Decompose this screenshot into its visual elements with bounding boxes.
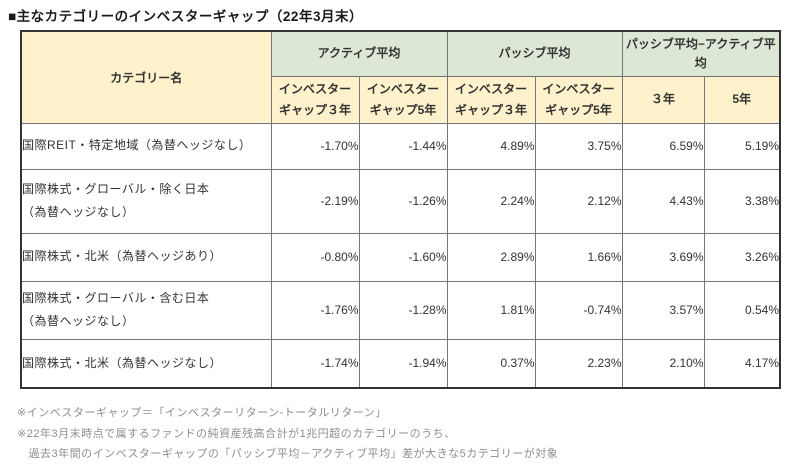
group-header-passive-average: パッシブ平均 (446, 30, 623, 77)
category-name-cell: 国際株式・北米（為替ヘッジあり） (20, 232, 272, 282)
category-name-cell: 国際株式・北米（為替ヘッジなし） (20, 338, 272, 389)
sub-header-diff-5y: 5年 (703, 75, 781, 124)
value-cell: 3.75% (534, 122, 623, 170)
sub-header-diff-3y: ３年 (621, 75, 705, 124)
sub-header-passive-gap-3y: インベスター ギャップ３年 (446, 75, 536, 124)
value-cell: -2.19% (270, 168, 360, 234)
value-cell: 6.59% (621, 122, 705, 170)
value-cell: -1.28% (358, 280, 448, 340)
group-header-passive-minus-active: パッシブ平均−アクティブ平均 (621, 30, 781, 77)
sub-header-passive-gap-5y: インベスター ギャップ5年 (534, 75, 623, 124)
footnote-line: ※インベスターギャップ＝「インベスターリターン-トータルリターン」 (17, 407, 387, 419)
value-cell: -1.94% (358, 338, 448, 389)
column-header-category: カテゴリー名 (20, 30, 272, 124)
value-cell: 3.26% (703, 232, 781, 282)
page-title: ■主なカテゴリーのインベスターギャップ（22年3月末） (8, 9, 363, 24)
table-row: 国際株式・グローバル・除く日本 （為替ヘッジなし） -2.19% -1.26% … (20, 168, 781, 234)
value-cell: 4.43% (621, 168, 705, 234)
footnote-line: ※22年3月末時点で属するファンドの純資産残高合計が1兆円超のカテゴリーのうち、 (17, 427, 456, 440)
value-cell: 4.89% (446, 122, 536, 170)
value-cell: -1.26% (358, 168, 448, 234)
category-name-cell: 国際株式・グローバル・除く日本 （為替ヘッジなし） (20, 168, 272, 234)
table-row: 国際REIT・特定地域（為替ヘッジなし） -1.70% -1.44% 4.89%… (20, 122, 781, 170)
value-cell: 1.66% (534, 232, 623, 282)
value-cell: 3.57% (621, 280, 705, 340)
value-cell: 3.69% (621, 232, 705, 282)
header-row-groups: カテゴリー名 アクティブ平均 パッシブ平均 パッシブ平均−アクティブ平均 (20, 30, 781, 124)
table-row: 国際株式・北米（為替ヘッジあり） -0.80% -1.60% 2.89% 1.6… (20, 232, 781, 282)
investor-gap-table: カテゴリー名 アクティブ平均 パッシブ平均 パッシブ平均−アクティブ平均 インベ… (20, 30, 782, 389)
sub-header-active-gap-5y: インベスター ギャップ5年 (358, 75, 448, 124)
value-cell: 0.37% (446, 338, 536, 389)
footnotes: ※インベスターギャップ＝「インベスターリターン-トータルリターン」 ※22年3月… (17, 403, 558, 465)
table-row: 国際株式・グローバル・含む日本 （為替ヘッジなし） -1.76% -1.28% … (20, 280, 781, 340)
value-cell: -1.74% (270, 338, 360, 389)
value-cell: 2.10% (621, 338, 705, 389)
value-cell: 2.12% (534, 168, 623, 234)
value-cell: 1.81% (446, 280, 536, 340)
value-cell: -1.76% (270, 280, 360, 340)
value-cell: 5.19% (703, 122, 781, 170)
value-cell: -0.80% (270, 232, 360, 282)
category-name-cell: 国際REIT・特定地域（為替ヘッジなし） (20, 122, 272, 170)
value-cell: -1.60% (358, 232, 448, 282)
sub-header-active-gap-3y: インベスター ギャップ３年 (270, 75, 360, 124)
group-header-active-average: アクティブ平均 (270, 30, 448, 77)
value-cell: 3.38% (703, 168, 781, 234)
value-cell: -0.74% (534, 280, 623, 340)
table-row: 国際株式・北米（為替ヘッジなし） -1.74% -1.94% 0.37% 2.2… (20, 338, 781, 389)
value-cell: -1.44% (358, 122, 448, 170)
value-cell: 2.24% (446, 168, 536, 234)
category-name-cell: 国際株式・グローバル・含む日本 （為替ヘッジなし） (20, 280, 272, 340)
header-row-subcolumns: インベスター ギャップ３年 インベスター ギャップ5年 インベスター ギャップ３… (21, 75, 781, 124)
value-cell: 2.23% (534, 338, 623, 389)
footnote-line: 過去3年間のインベスターギャップの「パッシブ平均－アクティブ平均」差が大きな5カ… (17, 448, 559, 460)
value-cell: -1.70% (270, 122, 360, 170)
value-cell: 4.17% (703, 338, 781, 389)
value-cell: 2.89% (446, 232, 536, 282)
value-cell: 0.54% (703, 280, 781, 340)
